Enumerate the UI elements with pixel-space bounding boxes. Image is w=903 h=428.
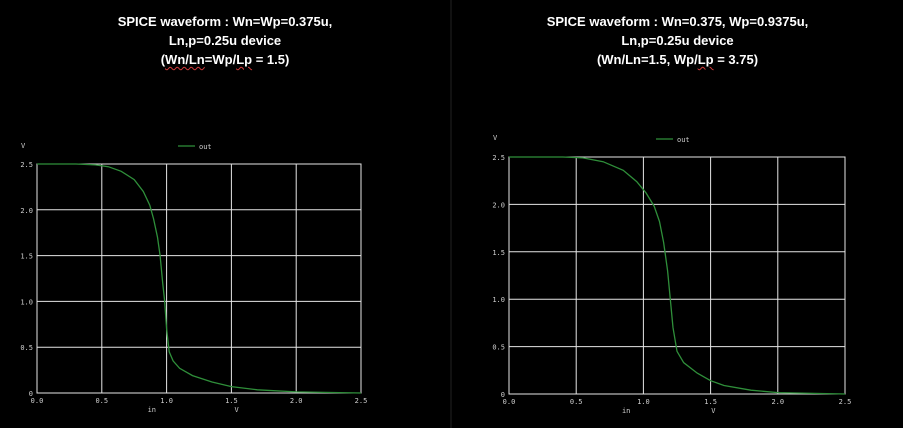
x-tick-label: 1.0: [637, 398, 650, 406]
x-axis-unit: V: [711, 407, 716, 415]
y-tick-label: 1.5: [20, 253, 33, 261]
y-tick-label: 2.5: [20, 161, 33, 169]
x-tick-label: 0.0: [503, 398, 516, 406]
x-tick-label: 0.5: [570, 398, 583, 406]
title-text-underlined: Lp: [236, 52, 253, 67]
chart-title: SPICE waveform : Wn=Wp=0.375u, Ln,p=0.25…: [0, 12, 450, 69]
y-axis-label: V: [21, 142, 26, 150]
y-tick-label: 1.0: [492, 296, 505, 304]
x-axis-unit: V: [234, 406, 239, 414]
chart-title: SPICE waveform : Wn=0.375, Wp=0.9375u, L…: [452, 12, 903, 69]
title-line-2: Ln,p=0.25u device: [452, 31, 903, 50]
series-line-out: [509, 156, 846, 395]
series-line-out: [37, 163, 362, 394]
title-text: (Wn/Ln=1.5, Wp/: [596, 52, 698, 67]
title-line-2: Ln,p=0.25u device: [0, 31, 450, 50]
title-text-underlined: Wn/Ln: [165, 52, 205, 67]
title-text: = 3.75): [713, 52, 759, 67]
title-text: Ln,p=0.25u device: [168, 33, 282, 48]
plot-frame: [36, 163, 362, 394]
x-tick-label: 1.5: [704, 398, 717, 406]
panel-divider: [450, 0, 452, 428]
y-tick-label: 2.5: [492, 154, 505, 162]
x-tick-label: 0.0: [31, 397, 44, 405]
y-tick-label: 0: [501, 391, 505, 399]
title-line-1: SPICE waveform : Wn=0.375, Wp=0.9375u,: [452, 12, 903, 31]
y-tick-label: 2.0: [20, 207, 33, 215]
x-tick-label: 2.0: [290, 397, 303, 405]
title-line-1: SPICE waveform : Wn=Wp=0.375u,: [0, 12, 450, 31]
title-text: SPICE waveform : Wn=Wp=0.375u,: [117, 14, 333, 29]
y-tick-label: 1.0: [20, 298, 33, 306]
y-tick-label: 0.5: [492, 344, 505, 352]
x-tick-label: 0.5: [95, 397, 108, 405]
waveform-chart-left: 0.0 0.5 1.0 1.5 2.0 2.5 0 0.5 1.0 1.5 2.0 2.5 Vin Vou…: [20, 142, 368, 414]
plot-frame: [508, 156, 846, 395]
legend-label: out: [677, 136, 690, 144]
x-tick-label: 1.5: [225, 397, 238, 405]
title-line-3: (Wn/Ln=1.5, Wp/Lp = 3.75): [452, 50, 903, 69]
x-axis-label: in: [148, 406, 156, 414]
title-text: SPICE waveform : Wn=0.375, Wp=0.9375u,: [546, 14, 809, 29]
y-tick-label: 2.0: [492, 201, 505, 209]
legend-label: out: [199, 143, 212, 151]
right-panel: SPICE waveform : Wn=0.375, Wp=0.9375u, L…: [452, 0, 903, 428]
x-axis-label: in: [622, 407, 630, 415]
title-text: =Wp/: [204, 52, 237, 67]
y-tick-label: 0.5: [20, 344, 33, 352]
y-tick-label: 1.5: [492, 249, 505, 257]
left-panel: SPICE waveform : Wn=Wp=0.375u, Ln,p=0.25…: [0, 0, 450, 428]
x-tick-label: 2.0: [771, 398, 784, 406]
x-tick-label: 2.5: [839, 398, 852, 406]
waveform-chart-right: 0.0 0.5 1.0 1.5 2.0 2.5 0 0.5 1.0 1.5 2.0 2.5 Vin Vou…: [492, 134, 852, 415]
y-axis-label: V: [493, 134, 498, 142]
title-text: = 1.5): [252, 52, 290, 67]
y-tick-label: 0: [29, 390, 33, 398]
x-tick-label: 2.5: [355, 397, 368, 405]
x-tick-label: 1.0: [160, 397, 173, 405]
title-text: (: [160, 52, 166, 67]
title-text-underlined: Lp: [697, 52, 714, 67]
title-line-3: (Wn/Ln=Wp/Lp = 1.5): [0, 50, 450, 69]
title-text: Ln,p=0.25u device: [621, 33, 734, 48]
